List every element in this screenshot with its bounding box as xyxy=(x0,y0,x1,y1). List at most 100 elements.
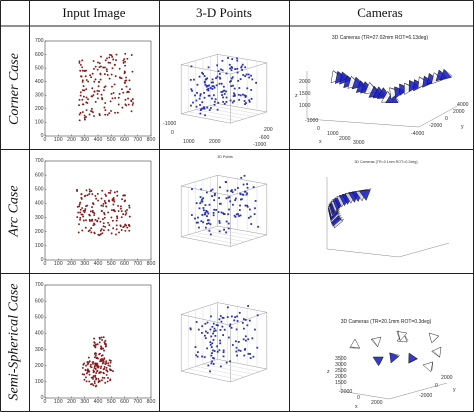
scene-point xyxy=(217,70,220,73)
image-feature-point xyxy=(84,75,87,78)
scene-point xyxy=(193,78,195,81)
image-feature-point xyxy=(81,213,84,216)
image-feature-point xyxy=(101,189,104,192)
image-feature-point xyxy=(101,218,104,221)
scene-point xyxy=(220,211,223,214)
image-feature-point xyxy=(90,190,93,192)
scene-point xyxy=(251,78,254,81)
camera-frustum-edge xyxy=(409,358,418,363)
scene-point xyxy=(247,73,250,76)
scene-point xyxy=(205,330,207,333)
image-feature-point xyxy=(101,339,104,341)
grid-line xyxy=(195,232,246,242)
image-feature-point xyxy=(90,376,93,379)
scene-point xyxy=(254,207,256,210)
scene-point xyxy=(236,57,238,60)
axis-label-x: x xyxy=(319,139,322,145)
camera-frustum xyxy=(422,361,434,373)
image-feature-point xyxy=(110,73,113,76)
image-feature-point xyxy=(87,356,90,359)
scene-point xyxy=(201,198,203,201)
scene-point xyxy=(242,318,245,320)
tick-label: -1000 xyxy=(163,121,176,127)
image-feature-point xyxy=(123,70,126,73)
scene-point xyxy=(219,315,222,317)
scene-point xyxy=(209,107,212,109)
scene-point xyxy=(222,317,225,319)
camera-frustum-edge xyxy=(371,338,378,347)
scene-point xyxy=(242,338,245,341)
scene-point xyxy=(204,322,207,325)
image-feature-point xyxy=(85,380,88,383)
scene-point xyxy=(213,103,216,106)
image-feature-point xyxy=(94,100,97,103)
image-feature-point xyxy=(111,198,114,201)
image-feature-point xyxy=(80,193,83,196)
scene-point xyxy=(222,334,225,336)
image-feature-point xyxy=(77,211,80,214)
image-feature-point xyxy=(124,60,127,63)
arc-camera-frustums xyxy=(327,188,372,229)
scene-point xyxy=(227,57,229,59)
image-feature-point xyxy=(82,215,85,218)
scene-point xyxy=(242,93,244,96)
image-feature-point xyxy=(104,201,107,204)
image-feature-point xyxy=(102,203,105,205)
cube-edge xyxy=(181,236,231,247)
image-feature-point xyxy=(123,58,126,61)
scene-point xyxy=(207,89,210,92)
image-feature-point xyxy=(94,354,97,357)
semi-spherical-3d-points-plot xyxy=(161,275,287,410)
scene-point xyxy=(254,328,256,331)
scene-point xyxy=(234,188,237,191)
arc-cameras-plot: 3D Cameras (TR=0.1mm ROT=0.2deg) xyxy=(291,151,470,272)
scene-point xyxy=(212,214,215,217)
tick-label: 0 xyxy=(357,395,360,401)
scene-point xyxy=(205,191,208,194)
semi-spherical-points-cloud xyxy=(189,305,259,373)
scene-point xyxy=(201,325,204,328)
image-feature-point xyxy=(94,78,97,81)
scene-point xyxy=(215,324,218,326)
scene-point xyxy=(220,82,223,85)
image-feature-point xyxy=(99,220,102,223)
camera-frustum-edge xyxy=(342,71,353,80)
scene-point xyxy=(215,77,217,80)
scene-point xyxy=(214,98,217,101)
scene-point xyxy=(237,213,239,215)
grid-line xyxy=(202,363,253,375)
image-feature-point xyxy=(86,363,89,366)
image-feature-point xyxy=(102,371,105,374)
image-feature-point xyxy=(124,223,127,226)
image-feature-point xyxy=(85,372,88,375)
scene-point xyxy=(216,108,219,111)
scene-point xyxy=(250,74,252,77)
scene-point xyxy=(208,229,211,232)
image-feature-point xyxy=(90,76,93,79)
scene-point xyxy=(206,88,209,91)
scene-point xyxy=(200,200,203,203)
tick-label: 0 xyxy=(435,383,438,389)
scene-point xyxy=(226,306,229,309)
image-feature-point xyxy=(93,214,96,217)
image-feature-point xyxy=(106,57,108,60)
scene-point xyxy=(222,349,225,352)
image-feature-point xyxy=(121,106,124,109)
image-feature-point xyxy=(100,55,102,58)
arc-3d-points-plot: 3D Points xyxy=(161,151,287,272)
image-feature-point xyxy=(109,61,112,64)
tick-label: 500 xyxy=(107,137,116,143)
plot-frame xyxy=(44,40,152,137)
image-feature-point xyxy=(106,380,109,383)
scene-point xyxy=(219,342,222,345)
scene-point xyxy=(247,305,250,307)
image-feature-point xyxy=(95,364,98,366)
scene-point xyxy=(210,189,212,192)
corner-points-cloud xyxy=(189,57,257,117)
image-feature-point xyxy=(101,354,104,357)
scene-point xyxy=(214,329,217,332)
arc-points-cube xyxy=(180,175,268,247)
semi-spherical-input-axes: 700 600 500 400 300 200 100 00 100 200 300 400 500 60… xyxy=(35,282,156,405)
image-feature-point xyxy=(122,91,125,94)
image-feature-point xyxy=(109,361,112,364)
